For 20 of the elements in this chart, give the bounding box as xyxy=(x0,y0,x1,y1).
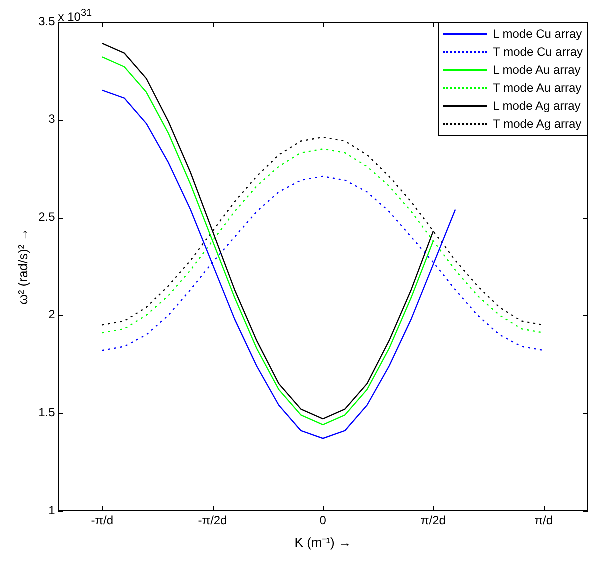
annotation: x 10$^{31}$ xyxy=(58,8,92,24)
y-axis-title: ω² (rad/s)² → xyxy=(15,228,30,305)
legend-label: L mode Ag array xyxy=(493,98,581,115)
x-tick-label: -π/d xyxy=(91,514,114,528)
legend-label: T mode Ag array xyxy=(493,116,582,133)
legend-label: L mode Cu array xyxy=(493,26,582,43)
y-tick-label: 3 xyxy=(48,112,56,126)
x-tick-label: π/d xyxy=(534,514,554,528)
legend-label: T mode Au array xyxy=(493,80,582,97)
legend-label: T mode Cu array xyxy=(493,44,583,61)
y-tick-label: 1.5 xyxy=(38,406,56,420)
legend-label: L mode Au array xyxy=(493,62,581,79)
y-tick-label: 3.5 xyxy=(38,14,56,28)
y-tick-label: 2 xyxy=(48,308,56,322)
y-tick-label: 2.5 xyxy=(38,210,56,224)
y-tick-label: 1 xyxy=(48,503,56,518)
x-tick-label: 0 xyxy=(320,514,327,528)
x-tick-label: -π/2d xyxy=(198,514,228,528)
x-axis-title: K (m⁻¹) → xyxy=(294,534,352,550)
x-tick-label: π/2d xyxy=(421,514,446,528)
